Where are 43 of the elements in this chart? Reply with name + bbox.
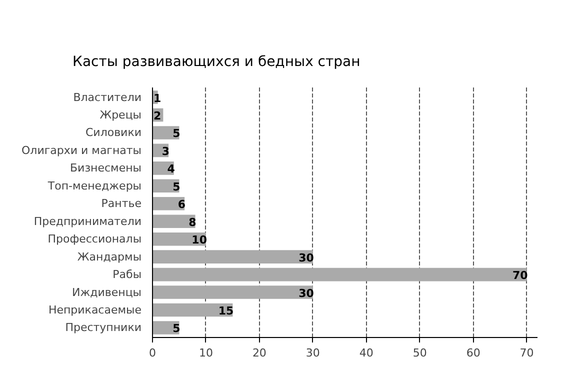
y-tick-label: Силовики: [85, 126, 142, 140]
y-tick-label: Жрецы: [100, 108, 142, 122]
bar: [152, 303, 233, 317]
data-label: 5: [172, 180, 180, 194]
y-tick-label: Бизнесмены: [70, 162, 142, 175]
y-tick-label: Властители: [73, 90, 142, 104]
data-label: 1: [154, 92, 162, 105]
data-label: 30: [298, 251, 314, 264]
y-tick-label: Неприкасаемые: [48, 304, 142, 317]
data-label: 10: [192, 234, 208, 247]
bar: [152, 268, 527, 282]
y-tick-label: Олигархи и магнаты: [22, 144, 142, 157]
y-tick-label: Иждивенцы: [72, 286, 142, 299]
data-label: 30: [298, 286, 314, 300]
y-tick-label: Профессионалы: [48, 232, 142, 246]
x-tick-label: 40: [359, 346, 374, 360]
data-label: 4: [167, 162, 176, 176]
x-tick-label: 30: [306, 346, 320, 360]
data-label: 3: [162, 144, 170, 158]
x-tick-label: 60: [466, 346, 480, 360]
y-tick-label: Топ-менеджеры: [46, 179, 142, 192]
bar: [152, 286, 313, 299]
y-tick-label: Предприниматели: [34, 214, 142, 228]
x-tick-label: 10: [198, 346, 213, 360]
data-label: 5: [172, 127, 180, 140]
x-tick-label: 0: [149, 346, 156, 360]
data-label: 6: [178, 198, 186, 212]
y-tick-label: Жандармы: [77, 250, 142, 264]
bar: [152, 196, 185, 210]
data-label: 70: [512, 269, 528, 282]
y-tick-label: Рабы: [112, 268, 142, 282]
chart-title: Касты развивающихся и бедных стран: [72, 54, 360, 70]
y-tick-label: Рантье: [101, 197, 142, 210]
x-tick-label: 50: [412, 346, 427, 360]
bar: [152, 250, 313, 264]
data-label: 8: [188, 216, 196, 229]
y-tick-label: Преступники: [65, 321, 142, 334]
data-label: 5: [172, 322, 180, 336]
bar: [152, 214, 196, 228]
x-tick-label: 70: [520, 346, 534, 360]
data-label: 2: [154, 109, 162, 122]
data-label: 15: [218, 304, 234, 318]
x-tick-label: 20: [252, 346, 266, 360]
